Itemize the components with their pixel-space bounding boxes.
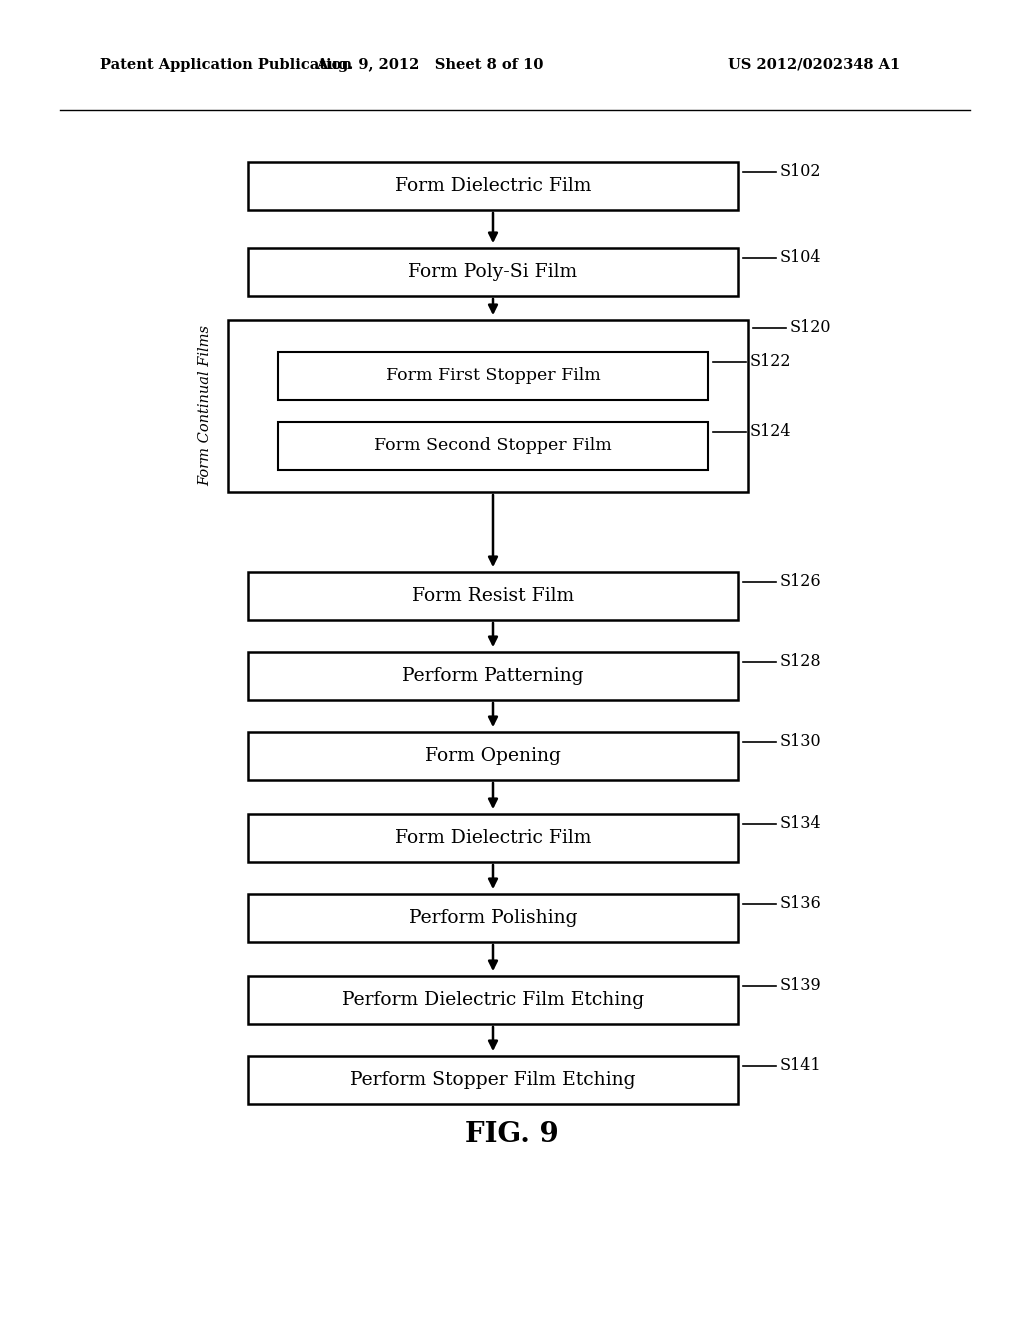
Text: Form Continual Films: Form Continual Films	[198, 326, 212, 487]
Text: Form Resist Film: Form Resist Film	[412, 587, 574, 605]
Text: S139: S139	[780, 978, 821, 994]
Text: FIG. 9: FIG. 9	[465, 1122, 559, 1148]
Bar	[248, 814, 738, 862]
Bar	[228, 319, 748, 492]
Bar	[248, 1056, 738, 1104]
Bar	[248, 975, 738, 1024]
Text: Form First Stopper Film: Form First Stopper Film	[386, 367, 600, 384]
Text: S120: S120	[790, 319, 831, 337]
Text: S130: S130	[780, 734, 821, 751]
Text: Form Poly-Si Film: Form Poly-Si Film	[409, 263, 578, 281]
Text: Perform Patterning: Perform Patterning	[402, 667, 584, 685]
Bar	[248, 733, 738, 780]
Text: Perform Stopper Film Etching: Perform Stopper Film Etching	[350, 1071, 636, 1089]
Text: S134: S134	[780, 816, 821, 833]
Bar	[248, 572, 738, 620]
Text: S126: S126	[780, 573, 821, 590]
Bar	[248, 894, 738, 942]
Text: Perform Dielectric Film Etching: Perform Dielectric Film Etching	[342, 991, 644, 1008]
Text: S136: S136	[780, 895, 821, 912]
Text: Form Second Stopper Film: Form Second Stopper Film	[374, 437, 612, 454]
Text: Aug. 9, 2012   Sheet 8 of 10: Aug. 9, 2012 Sheet 8 of 10	[316, 58, 544, 73]
Text: Form Opening: Form Opening	[425, 747, 561, 766]
Text: Form Dielectric Film: Form Dielectric Film	[395, 829, 591, 847]
Text: Perform Polishing: Perform Polishing	[409, 909, 578, 927]
Text: S102: S102	[780, 164, 821, 181]
Text: S124: S124	[750, 424, 792, 441]
Bar	[278, 422, 708, 470]
Text: S128: S128	[780, 653, 821, 671]
Bar	[248, 652, 738, 700]
Bar	[278, 352, 708, 400]
Text: S141: S141	[780, 1057, 821, 1074]
Bar	[248, 248, 738, 296]
Text: US 2012/0202348 A1: US 2012/0202348 A1	[728, 58, 900, 73]
Text: S122: S122	[750, 354, 792, 371]
Text: Form Dielectric Film: Form Dielectric Film	[395, 177, 591, 195]
Text: Patent Application Publication: Patent Application Publication	[100, 58, 352, 73]
Text: S104: S104	[780, 249, 821, 267]
Bar	[248, 162, 738, 210]
